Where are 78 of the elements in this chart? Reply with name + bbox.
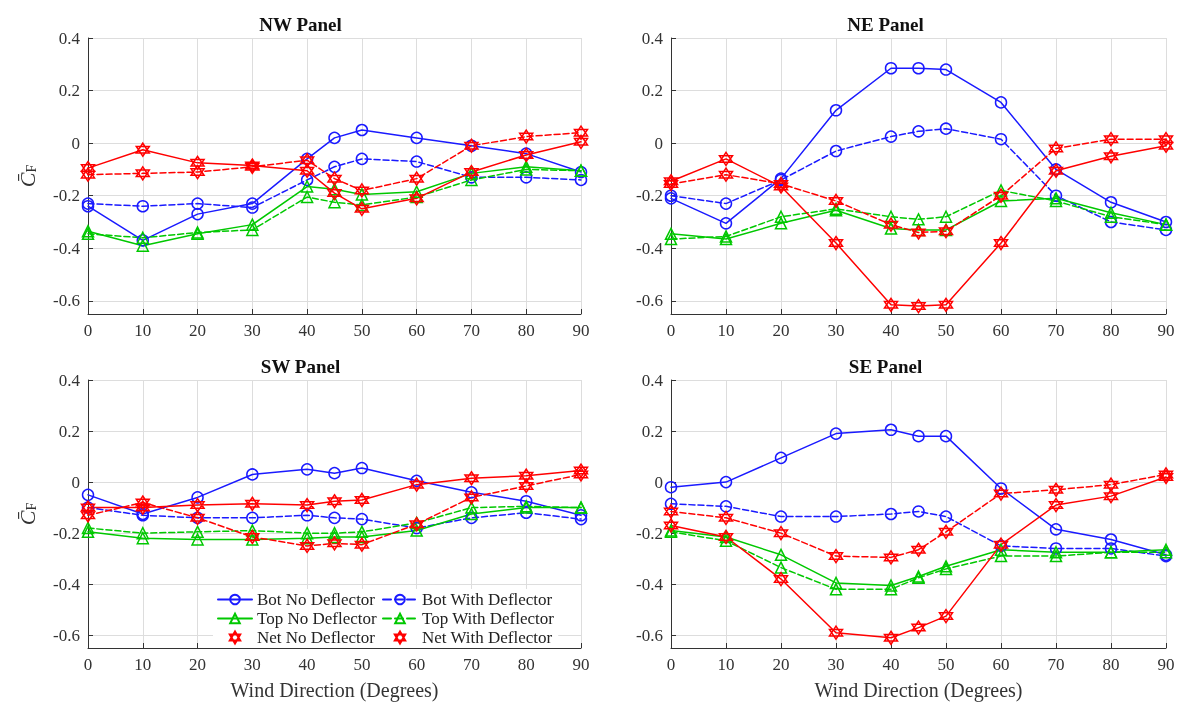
- x-tick-label: 20: [772, 321, 790, 340]
- y-tick-label: 0: [71, 133, 80, 153]
- x-tick-label: 90: [572, 655, 590, 674]
- x-tick-label: 20: [189, 321, 207, 340]
- y-tick-label: 0.4: [58, 28, 81, 48]
- y-tick-label: -0.2: [636, 186, 663, 206]
- y-tick-label: -0.2: [53, 523, 80, 543]
- x-tick-label: 80: [517, 321, 535, 340]
- x-tick-label: 90: [572, 321, 590, 340]
- x-tick-label: 90: [1157, 655, 1175, 674]
- x-tick-label: 60: [408, 321, 426, 340]
- legend-label: Top No Deflector: [257, 609, 377, 628]
- y-axis-title: C̄F: [14, 164, 40, 188]
- x-tick-label: 60: [408, 655, 426, 674]
- x-tick-label: 40: [298, 321, 316, 340]
- x-tick-label: 30: [827, 655, 845, 674]
- y-tick-label: 0: [654, 133, 663, 153]
- x-tick-label: 50: [937, 321, 955, 340]
- y-tick-label: -0.4: [53, 574, 81, 594]
- y-tick-label: 0.2: [641, 81, 663, 101]
- x-tick-label: 30: [827, 321, 845, 340]
- chart-title: NW Panel: [259, 14, 342, 35]
- x-tick-label: 10: [717, 655, 735, 674]
- chart-title: SW Panel: [260, 356, 341, 377]
- x-tick-label: 80: [1102, 321, 1120, 340]
- y-tick-label: 0.4: [641, 370, 664, 390]
- y-tick-label: 0: [654, 472, 663, 492]
- x-tick-label: 50: [353, 655, 371, 674]
- y-tick-label: 0.4: [641, 28, 664, 48]
- y-axis-title: C̄F: [14, 502, 40, 526]
- legend-label: Bot With Deflector: [422, 590, 553, 609]
- x-tick-label: 0: [666, 655, 676, 674]
- x-tick-label: 10: [717, 321, 735, 340]
- x-tick-label: 70: [1047, 655, 1065, 674]
- x-tick-label: 80: [517, 655, 535, 674]
- x-tick-label: 90: [1157, 321, 1175, 340]
- y-tick-label: -0.2: [53, 186, 80, 206]
- y-tick-label: -0.6: [636, 291, 663, 311]
- x-tick-label: 30: [243, 655, 261, 674]
- y-tick-label: -0.6: [636, 625, 663, 645]
- x-tick-label: 30: [243, 321, 261, 340]
- x-tick-label: 40: [882, 321, 900, 340]
- chart-title: SE Panel: [848, 356, 923, 377]
- y-tick-label: -0.2: [636, 523, 663, 543]
- x-tick-label: 70: [1047, 321, 1065, 340]
- legend-label: Top With Deflector: [422, 609, 555, 628]
- x-tick-label: 20: [772, 655, 790, 674]
- chart-title: NE Panel: [847, 14, 924, 35]
- y-tick-label: -0.4: [636, 238, 664, 258]
- y-tick-label: 0: [71, 472, 80, 492]
- x-tick-label: 60: [992, 321, 1010, 340]
- y-tick-label: 0.4: [58, 370, 81, 390]
- x-tick-label: 70: [462, 655, 480, 674]
- x-tick-label: 10: [134, 655, 152, 674]
- x-tick-label: 60: [992, 655, 1010, 674]
- x-tick-label: 50: [937, 655, 955, 674]
- x-tick-label: 0: [83, 655, 93, 674]
- y-tick-label: 0.2: [58, 421, 80, 441]
- x-tick-label: 10: [134, 321, 152, 340]
- x-tick-label: 80: [1102, 655, 1120, 674]
- x-axis-title: Wind Direction (Degrees): [230, 679, 439, 702]
- x-tick-label: 40: [298, 655, 316, 674]
- x-tick-label: 40: [882, 655, 900, 674]
- legend-label: Net No Deflector: [257, 628, 376, 647]
- x-tick-label: 50: [353, 321, 371, 340]
- y-tick-label: 0.2: [641, 421, 663, 441]
- x-tick-label: 0: [83, 321, 93, 340]
- y-tick-label: 0.2: [58, 81, 80, 101]
- legend-label: Bot No Deflector: [257, 590, 376, 609]
- legend-label: Net With Deflector: [422, 628, 553, 647]
- x-tick-label: 70: [462, 321, 480, 340]
- y-tick-label: -0.6: [53, 291, 80, 311]
- y-tick-label: -0.6: [53, 625, 80, 645]
- x-tick-label: 20: [189, 655, 207, 674]
- x-tick-label: 0: [666, 321, 676, 340]
- y-tick-label: -0.4: [53, 238, 81, 258]
- x-axis-title: Wind Direction (Degrees): [814, 679, 1023, 702]
- y-tick-label: -0.4: [636, 574, 664, 594]
